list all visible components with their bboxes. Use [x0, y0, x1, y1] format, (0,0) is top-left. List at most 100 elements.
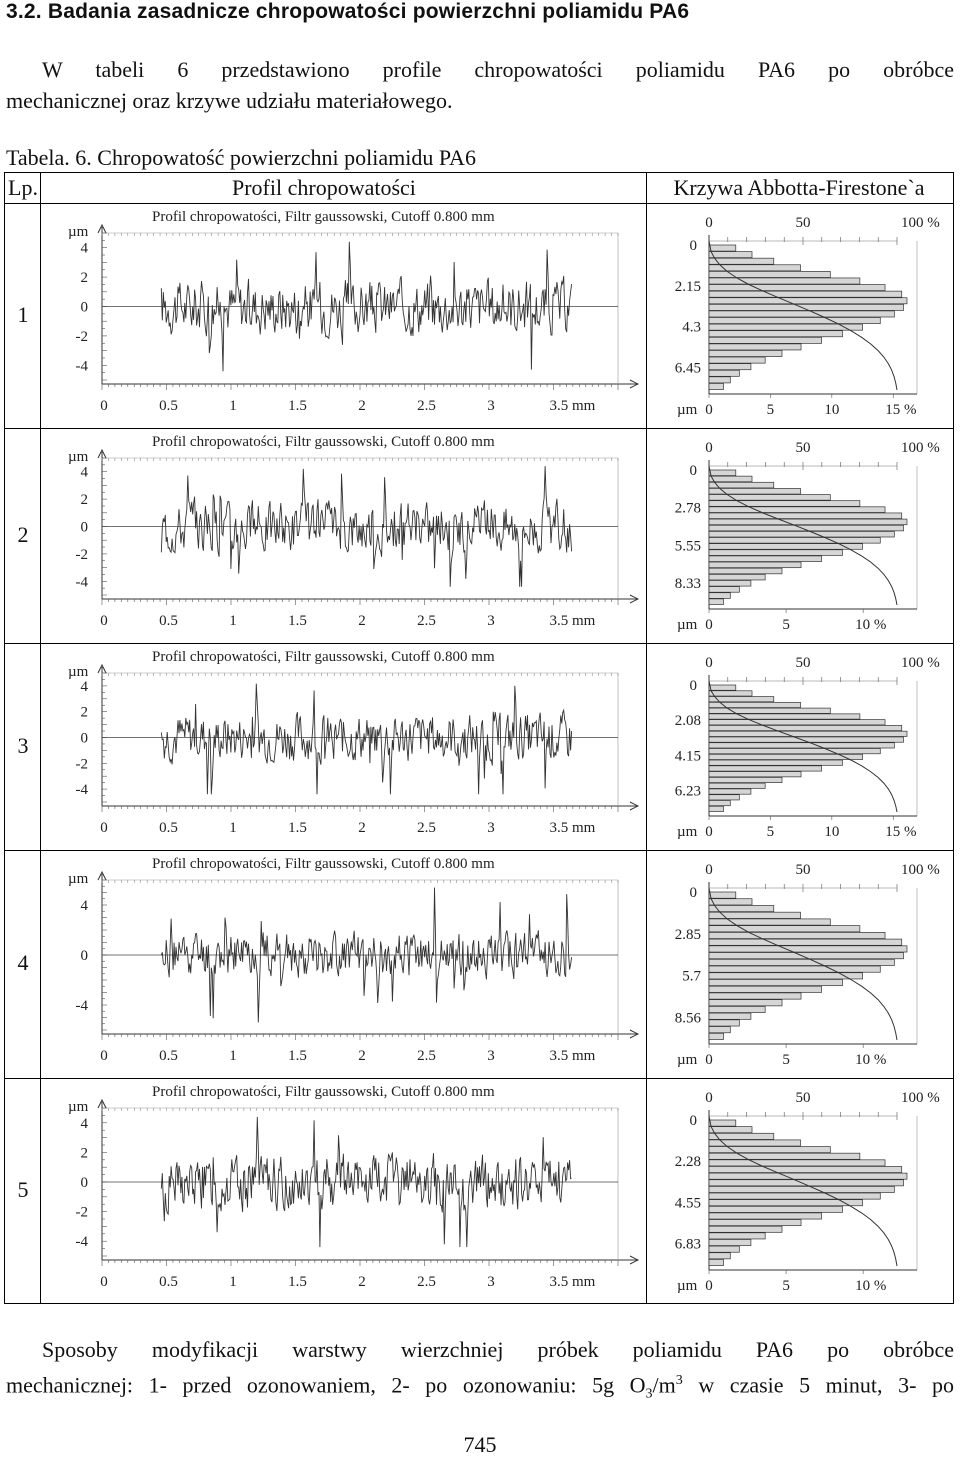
histogram-bar: [708, 684, 737, 691]
histogram-bar: [708, 979, 843, 987]
y-tick-label: -4: [76, 574, 89, 590]
histogram-bar: [708, 713, 861, 720]
y-tick-label: -2: [76, 1205, 89, 1221]
y-unit-label: µm: [68, 1099, 89, 1115]
depth-label: 2.08: [675, 713, 701, 729]
roughness-profile-line: [160, 466, 573, 587]
histogram-bar: [708, 965, 881, 973]
histogram-bar: [708, 1219, 802, 1227]
histogram-bar: [708, 592, 731, 599]
bottom-unit-label: µm: [677, 617, 698, 633]
bottom-tick-label: 5: [782, 1278, 790, 1294]
histogram-bar: [708, 1026, 731, 1034]
bottom-tick-label: 15 %: [885, 824, 916, 840]
abbott-firestone-chart: 0 50 100 % 0 2.28 4.55 6.83 µm 0 5 10 %: [675, 1090, 940, 1294]
y-tick-label: -4: [76, 358, 89, 374]
top-scale-label: 50: [796, 440, 811, 456]
outro-line-2-end: w czasie 5 minut, 3- po: [682, 1372, 954, 1398]
row-number: 5: [17, 1177, 29, 1202]
histogram-bar: [708, 690, 753, 697]
histogram-bar: [708, 696, 775, 703]
histogram-bar: [708, 1119, 737, 1127]
histogram-bar: [708, 264, 801, 272]
table-header-divider: [4, 203, 954, 204]
subscript: 3: [645, 1386, 653, 1402]
bottom-unit-label: µm: [677, 824, 698, 840]
y-tick-label: -2: [76, 756, 89, 772]
histogram-bar: [708, 598, 724, 605]
y-unit-label: µm: [68, 664, 89, 680]
histogram-bar: [708, 1259, 724, 1266]
histogram-bar: [708, 938, 903, 946]
depth-label: 8.33: [675, 576, 701, 592]
header-lp: Lp.: [8, 175, 38, 200]
abbott-firestone-chart: 0 50 100 % 0 2.15 4.3 6.45 µm 0 5 10 15 %: [675, 215, 940, 418]
histogram-bar: [708, 586, 740, 593]
row-number: 4: [17, 950, 29, 975]
x-tick-label: 0: [100, 613, 108, 629]
x-tick-label: 0.5: [159, 613, 178, 629]
x-tick-label: 1.5: [288, 398, 307, 414]
roughness-profile-line: [160, 241, 573, 372]
histogram-bar: [708, 244, 737, 252]
histogram-bar: [708, 707, 831, 714]
y-tick-label: 2: [81, 1145, 89, 1161]
roughness-profile-chart: Profil chropowatości, Filtr gaussowski, …: [68, 856, 640, 1064]
abbott-firestone-chart: 0 50 100 % 0 2.08 4.15 6.23 µm 0 5 10 15 %: [675, 655, 940, 840]
y-tick-label: 2: [81, 705, 89, 721]
histogram-bar: [708, 537, 881, 544]
outro-line-1: Sposoby modyfikacji warstwy wierzchniej …: [42, 1337, 954, 1362]
histogram-bar: [708, 1172, 908, 1180]
histogram-bar: [708, 1139, 801, 1147]
x-tick-label: 0.5: [159, 1048, 178, 1064]
x-tick-label: 2.5: [417, 1048, 436, 1064]
bearing-ratio-curve: [708, 465, 898, 606]
bearing-ratio-curve: [708, 887, 898, 1041]
table-col-divider-2: [646, 172, 647, 1304]
histogram-bar: [708, 911, 801, 919]
x-tick-label: 1: [229, 820, 237, 836]
bottom-unit-label: µm: [677, 402, 698, 418]
bottom-tick-label: 0: [705, 1278, 713, 1294]
intro-line-1: W tabeli 6 przedstawiono profile chropow…: [42, 57, 954, 82]
histogram-bar: [708, 753, 863, 760]
bottom-tick-label: 5: [782, 617, 790, 633]
bearing-ratio-curve: [708, 240, 898, 391]
x-tick-label: 0: [100, 398, 108, 414]
x-tick-label: 1: [229, 1274, 237, 1290]
histogram-bar: [708, 369, 740, 377]
histogram-bar: [708, 1225, 783, 1233]
top-scale-label: 0: [705, 862, 713, 878]
histogram-bar: [708, 543, 863, 550]
histogram-bar: [708, 800, 731, 807]
histogram-bar: [708, 336, 822, 344]
histogram-bar: [708, 580, 752, 587]
histogram-bar: [708, 1152, 861, 1160]
histogram-bar: [708, 481, 775, 489]
histogram-bar: [708, 290, 903, 298]
top-scale-label: 0: [705, 215, 713, 231]
bottom-tick-label: 0: [705, 402, 713, 418]
top-scale-label: 100 %: [901, 862, 940, 878]
table-row-divider: [4, 1078, 954, 1079]
histogram-bar: [708, 1166, 903, 1173]
histogram-bar: [708, 1245, 740, 1253]
histogram-bar: [708, 736, 904, 743]
superscript: 3: [675, 1373, 683, 1388]
histogram-bar: [708, 898, 753, 906]
x-tick-label: 2.5: [417, 1274, 436, 1290]
y-tick-label: -2: [76, 547, 89, 563]
histogram-bar: [708, 475, 753, 483]
depth-label: 4.3: [682, 320, 701, 336]
histogram-bar: [708, 1146, 831, 1154]
depth-label: 5.55: [675, 538, 701, 554]
x-tick-label: 3: [487, 1048, 495, 1064]
histogram-bar: [708, 1205, 843, 1213]
roughness-profile-chart: Profil chropowatości, Filtr gaussowski, …: [68, 434, 640, 629]
roughness-profile-line: [160, 1116, 572, 1248]
x-tick-label: 3.5 mm: [550, 1048, 596, 1064]
table-col-divider-1: [40, 172, 41, 1304]
histogram-bar: [708, 317, 881, 324]
histogram-bar: [708, 985, 822, 993]
y-axis-arrow: [97, 1098, 107, 1109]
